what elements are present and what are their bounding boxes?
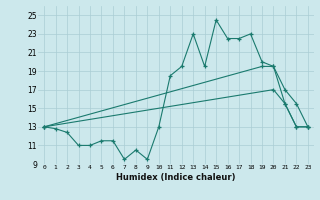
X-axis label: Humidex (Indice chaleur): Humidex (Indice chaleur) [116, 173, 236, 182]
